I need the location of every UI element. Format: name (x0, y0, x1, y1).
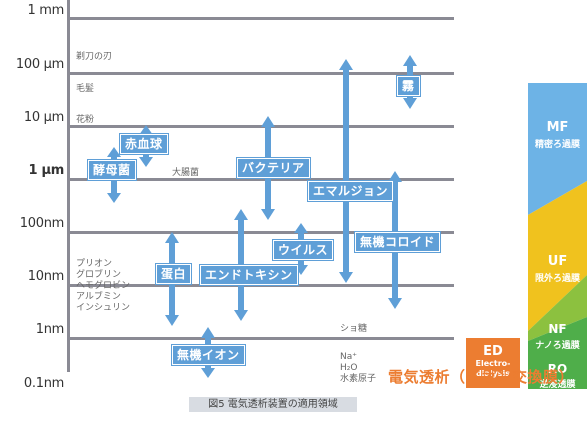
figure-caption: 図5 電気透析装置の適用領域 (189, 397, 357, 412)
membrane-range-bar (528, 83, 587, 389)
ylabel-100um: 100 μm (15, 57, 64, 72)
ylabel-100nm: 100nm (19, 216, 65, 231)
uf-name: 限外ろ過膜 (534, 274, 580, 284)
label-protein: 蛋白 (156, 264, 192, 284)
gridline-100nm (70, 231, 454, 234)
example-coliform: 大腸菌 (172, 168, 200, 178)
ylabel-10nm: 10nm (27, 269, 65, 284)
example-pollen: 花粉 (76, 115, 95, 125)
label-virus: ウイルス (273, 240, 334, 260)
ylabel-1um: 1 μm (28, 163, 65, 178)
ylabel-1nm: 1nm (35, 322, 65, 337)
ed-name-line1: Electro- (475, 359, 511, 368)
gridline-1um (70, 178, 454, 181)
gridline-1nm (70, 337, 454, 340)
example-razor-edge: 剃刀の刃 (76, 52, 113, 62)
mf-name: 精密ろ過膜 (534, 140, 580, 150)
ro-code: RO (547, 362, 568, 376)
ed-box: ED Electro- dialysis (466, 338, 520, 388)
example-insulin: インシュリン (76, 303, 131, 313)
example-hydrogen-atom: 水素原子 (340, 374, 377, 384)
label-emulsion: エマルジョン (308, 181, 394, 201)
ro-name: 逆浸透膜 (539, 380, 576, 390)
label-fog: 霧 (397, 76, 420, 96)
gridline-1mm (70, 17, 454, 20)
label-bacteria: バクテリア (237, 158, 310, 178)
label-inorganic-ion: 無機イオン (172, 345, 245, 365)
example-albumin: アルブミン (76, 292, 121, 302)
gridline-10nm (70, 284, 454, 287)
nf-code: NF (548, 322, 567, 336)
nf-name: ナノろ過膜 (535, 341, 580, 351)
example-sucrose: ショ糖 (340, 324, 368, 334)
example-sodium-ion: Na⁺ (340, 352, 357, 362)
ylabel-1mm: 1 mm (27, 3, 64, 18)
electrodialysis-label: 電気透析（イオン交換膜） (388, 368, 575, 386)
example-water: H₂O (340, 363, 358, 373)
uf-code: UF (547, 254, 568, 269)
label-endotoxin: エンドトキシン (200, 265, 298, 285)
arrow-emulsion (339, 59, 353, 283)
example-hemoglobin: ヘモグロビン (76, 281, 131, 291)
nf-band (528, 275, 587, 341)
example-prion: プリオン (76, 259, 113, 269)
ed-name-line2: dialysis (475, 369, 511, 378)
ro-band (528, 317, 587, 389)
y-axis (67, 0, 70, 372)
uf-band (528, 181, 587, 331)
gridline-100um (70, 72, 454, 75)
mf-code: MF (546, 120, 569, 135)
label-red-blood-cell: 赤血球 (120, 134, 168, 154)
label-yeast: 酵母菌 (88, 160, 136, 180)
label-inorganic-colloid: 無機コロイド (355, 232, 441, 252)
example-hair: 毛髪 (76, 84, 95, 94)
ylabel-10um: 10 μm (23, 110, 64, 125)
ed-code: ED (483, 344, 503, 359)
example-globulin: グロブリン (76, 270, 122, 280)
ylabel-0-1nm: 0.1nm (23, 376, 64, 391)
mf-band (528, 83, 587, 215)
